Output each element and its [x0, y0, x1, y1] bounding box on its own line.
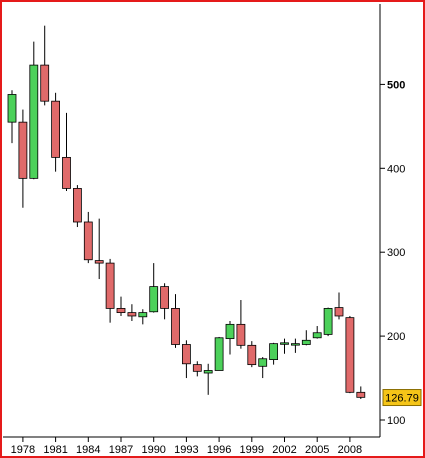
x-tick-label: 1984	[76, 444, 100, 456]
candle	[171, 294, 180, 348]
x-ticks-layer: 1978 1981 1984 1987 1990 1993 1996 1999 2002 2005…	[11, 437, 362, 456]
candle-body	[280, 342, 289, 345]
candle	[138, 309, 148, 325]
candle	[247, 341, 257, 368]
candle-body	[29, 64, 39, 179]
candle	[105, 258, 115, 323]
x-tick-label: 2002	[272, 444, 296, 456]
candle	[73, 185, 82, 228]
candle-body	[203, 370, 213, 374]
candle-body	[40, 64, 50, 102]
candle-body	[356, 391, 366, 398]
candle-body	[149, 286, 159, 313]
candle	[83, 211, 93, 264]
candle	[203, 363, 213, 395]
candle-body	[312, 332, 322, 339]
candle-body	[171, 308, 180, 345]
candle	[51, 92, 60, 172]
candle	[214, 336, 224, 371]
candle	[280, 338, 289, 354]
y-ticks-layer: 100 200 300 400 500	[380, 79, 405, 427]
x-tick-label: 1978	[11, 444, 35, 456]
candle	[62, 112, 71, 191]
candle	[94, 218, 104, 280]
y-tick-label: 400	[387, 163, 405, 175]
candle-body	[7, 94, 17, 123]
candle-body	[94, 260, 104, 264]
candle-body	[236, 323, 246, 346]
x-tick-label: 1996	[207, 444, 231, 456]
candle	[40, 25, 50, 106]
candle	[225, 320, 235, 355]
candle	[7, 90, 17, 144]
y-tick-label: 200	[387, 331, 405, 343]
candle-body	[138, 312, 148, 318]
y-tick-label: 500	[387, 79, 405, 91]
x-tick-label: 1987	[109, 444, 133, 456]
candle-body	[225, 323, 235, 340]
x-tick-label: 1990	[141, 444, 165, 456]
candle	[116, 296, 126, 316]
candle	[18, 109, 28, 208]
candle	[312, 326, 322, 339]
candle	[160, 283, 170, 320]
candle-body	[18, 121, 28, 179]
candle	[258, 357, 268, 379]
candle	[127, 304, 137, 321]
candle-body	[105, 262, 115, 309]
candle-body	[269, 343, 279, 360]
last-value-badge: 126.79	[382, 389, 422, 407]
candle-body	[334, 307, 344, 317]
candle-body	[160, 286, 170, 309]
candle-body	[62, 156, 71, 189]
candles-layer	[7, 25, 366, 400]
candle	[29, 41, 39, 180]
y-tick-label: 300	[387, 247, 405, 259]
x-tick-label: 2008	[338, 444, 362, 456]
x-tick-label: 1993	[174, 444, 198, 456]
last-value-badge-box	[382, 389, 422, 407]
candle-body	[345, 317, 355, 393]
candle	[345, 315, 355, 394]
y-tick-label: 100	[387, 415, 405, 427]
candle	[192, 361, 202, 377]
candle	[269, 342, 279, 365]
candle-body	[323, 308, 333, 335]
candle	[356, 386, 366, 400]
candle	[301, 330, 311, 346]
candle-body	[73, 188, 82, 223]
candle-body	[301, 339, 311, 345]
x-tick-label: 2005	[305, 444, 329, 456]
candle-body	[214, 337, 224, 371]
last-value-label: 126.79	[385, 393, 419, 405]
x-tick-label: 1981	[43, 444, 67, 456]
candle-body	[83, 221, 93, 261]
candle-body	[127, 312, 137, 317]
candle	[323, 307, 333, 337]
candle-body	[290, 343, 300, 346]
candle-body	[258, 358, 268, 367]
candle-body	[192, 364, 202, 372]
candle-body	[51, 100, 60, 158]
candle	[334, 292, 344, 320]
candle-body	[247, 344, 257, 366]
candle-body	[181, 344, 191, 365]
candle	[181, 340, 191, 379]
candle	[290, 338, 300, 353]
candle	[149, 263, 159, 313]
candle-body	[116, 308, 126, 314]
candle	[236, 300, 246, 349]
x-tick-label: 1999	[240, 444, 264, 456]
